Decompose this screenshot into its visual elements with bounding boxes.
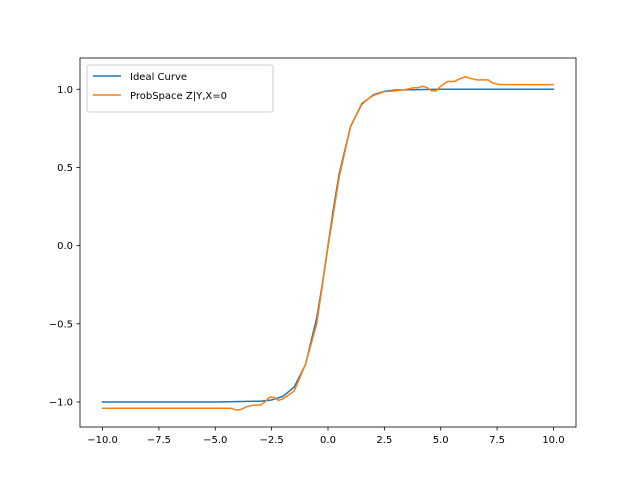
x-tick-label: 7.5: [489, 435, 505, 446]
y-tick-label: 0.0: [57, 241, 73, 252]
x-tick-label: −2.5: [259, 435, 283, 446]
plot-area: [101, 76, 555, 411]
legend: Ideal Curve ProbSpace Z|Y,X=0: [86, 64, 274, 113]
y-tick-label: 1.0: [57, 85, 73, 96]
axes: −10.0 −7.5 −5.0 −2.5 0.0 2.5 5.0 7.5 10.0 −1.0 −0.…: [49, 57, 577, 446]
y-tick-label: 0.5: [57, 163, 73, 174]
x-tick-label: −5.0: [203, 435, 227, 446]
series-line-1: [101, 76, 555, 411]
x-tick-label: 2.5: [376, 435, 392, 446]
y-tick-label: −0.5: [49, 319, 73, 330]
x-tick-label: 5.0: [433, 435, 449, 446]
y-tick-label: −1.0: [49, 397, 73, 408]
legend-label: ProbSpace Z|Y,X=0: [130, 91, 227, 102]
x-tick-label: 0.0: [320, 435, 336, 446]
x-tick-label: −10.0: [87, 435, 118, 446]
x-tick-label: −7.5: [147, 435, 171, 446]
legend-box: [86, 64, 274, 113]
legend-label: Ideal Curve: [130, 72, 187, 83]
x-tick-label: 10.0: [542, 435, 564, 446]
